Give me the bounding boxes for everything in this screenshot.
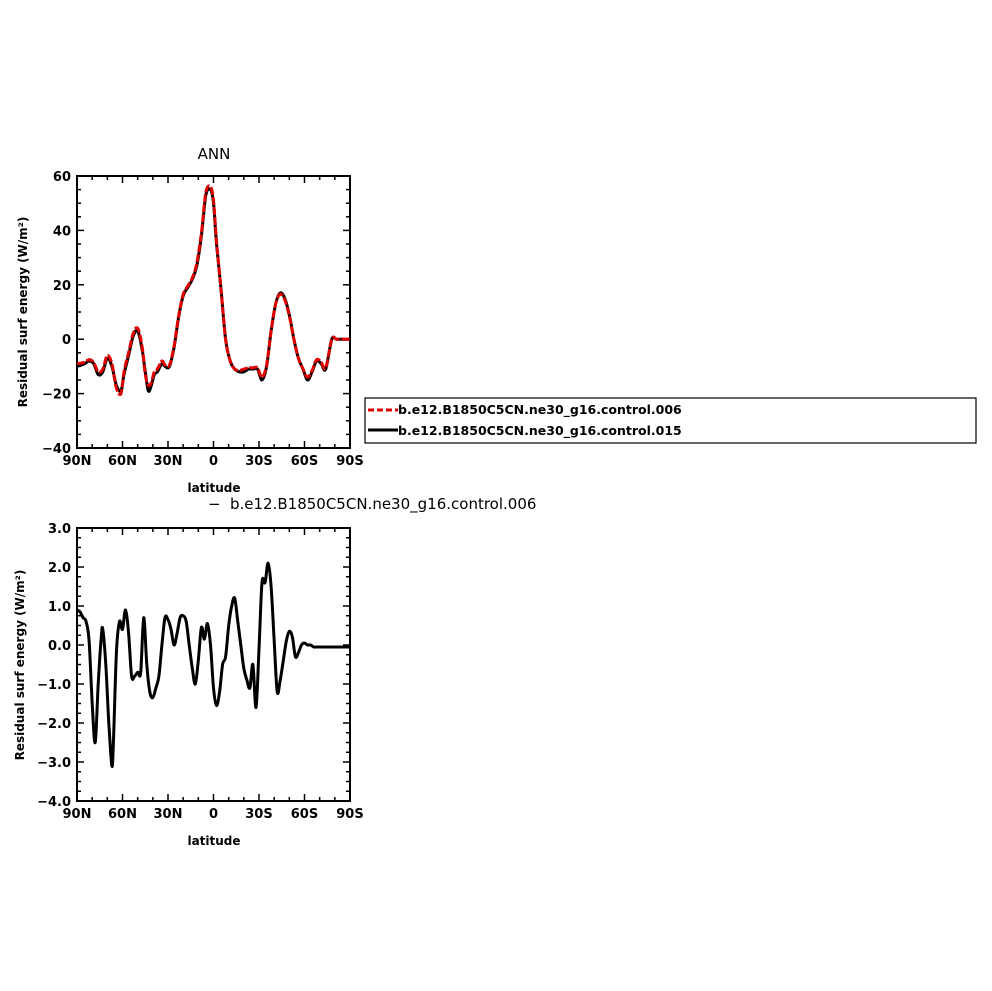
- bottom-chart-title: b.e12.B1850C5CN.ne30_g16.control.006: [230, 495, 536, 514]
- bottom-title-prefix: −: [208, 495, 221, 513]
- bottom-y-axis-label: Residual surf energy (W/m²): [13, 570, 27, 761]
- x-tick-label: 60N: [108, 807, 137, 822]
- top-chart-title: ANN: [198, 145, 231, 163]
- x-tick-label: 90S: [336, 454, 363, 469]
- top-x-axis-label: latitude: [187, 481, 240, 495]
- legend-box: [364, 397, 977, 444]
- top-panel: ANN −40 −20 0 20 40 60 90N 60N 30N 0 30S 60S 90S lat…: [16, 145, 364, 495]
- y-tick-label: −40: [42, 442, 71, 457]
- y-tick-label: 20: [53, 279, 71, 294]
- x-tick-label: 30N: [154, 807, 183, 822]
- y-tick-label: 0: [62, 333, 71, 348]
- top-plot-area: −40 −20 0 20 40 60 90N 60N 30N 0 30S 60S 90S: [42, 170, 364, 469]
- y-tick-label: 2.0: [48, 561, 71, 576]
- x-tick-label: 30S: [245, 454, 272, 469]
- y-tick-label: −3.0: [37, 756, 71, 771]
- x-tick-label: 90N: [63, 454, 92, 469]
- bottom-x-axis-label: latitude: [187, 834, 240, 848]
- x-tick-label: 0: [209, 807, 218, 822]
- y-tick-label: −20: [42, 388, 71, 403]
- x-tick-label: 90S: [336, 807, 363, 822]
- y-tick-label: 60: [53, 170, 71, 185]
- x-tick-label: 30N: [154, 454, 183, 469]
- x-tick-label: 60N: [108, 454, 137, 469]
- bottom-panel: − b.e12.B1850C5CN.ne30_g16.control.006 −…: [13, 495, 536, 848]
- x-tick-label: 30S: [245, 807, 272, 822]
- y-tick-label: 3.0: [48, 522, 71, 537]
- y-tick-label: 40: [53, 224, 71, 239]
- legend-entry-006: b.e12.B1850C5CN.ne30_g16.control.006: [398, 402, 682, 418]
- y-tick-label: −4.0: [37, 795, 71, 810]
- bottom-plot-area: −4.0 −3.0 −2.0 −1.0 0.0 1.0 2.0 3.0 90N 60N 30N 0 30…: [37, 522, 364, 822]
- y-tick-label: −2.0: [37, 717, 71, 732]
- x-tick-label: 60S: [291, 807, 318, 822]
- y-tick-label: 0.0: [48, 639, 71, 654]
- y-tick-label: −1.0: [37, 678, 71, 693]
- y-tick-label: 1.0: [48, 600, 71, 615]
- x-tick-label: 0: [209, 454, 218, 469]
- x-tick-label: 90N: [63, 807, 92, 822]
- legend-entry-015: b.e12.B1850C5CN.ne30_g16.control.015: [398, 423, 682, 439]
- legend: b.e12.B1850C5CN.ne30_g16.control.006 b.e…: [364, 397, 977, 444]
- top-y-axis-label: Residual surf energy (W/m²): [16, 217, 30, 408]
- x-tick-label: 60S: [291, 454, 318, 469]
- series-line-006: [76, 184, 350, 397]
- plot-frame: [76, 527, 351, 802]
- series-line-0: [76, 561, 350, 769]
